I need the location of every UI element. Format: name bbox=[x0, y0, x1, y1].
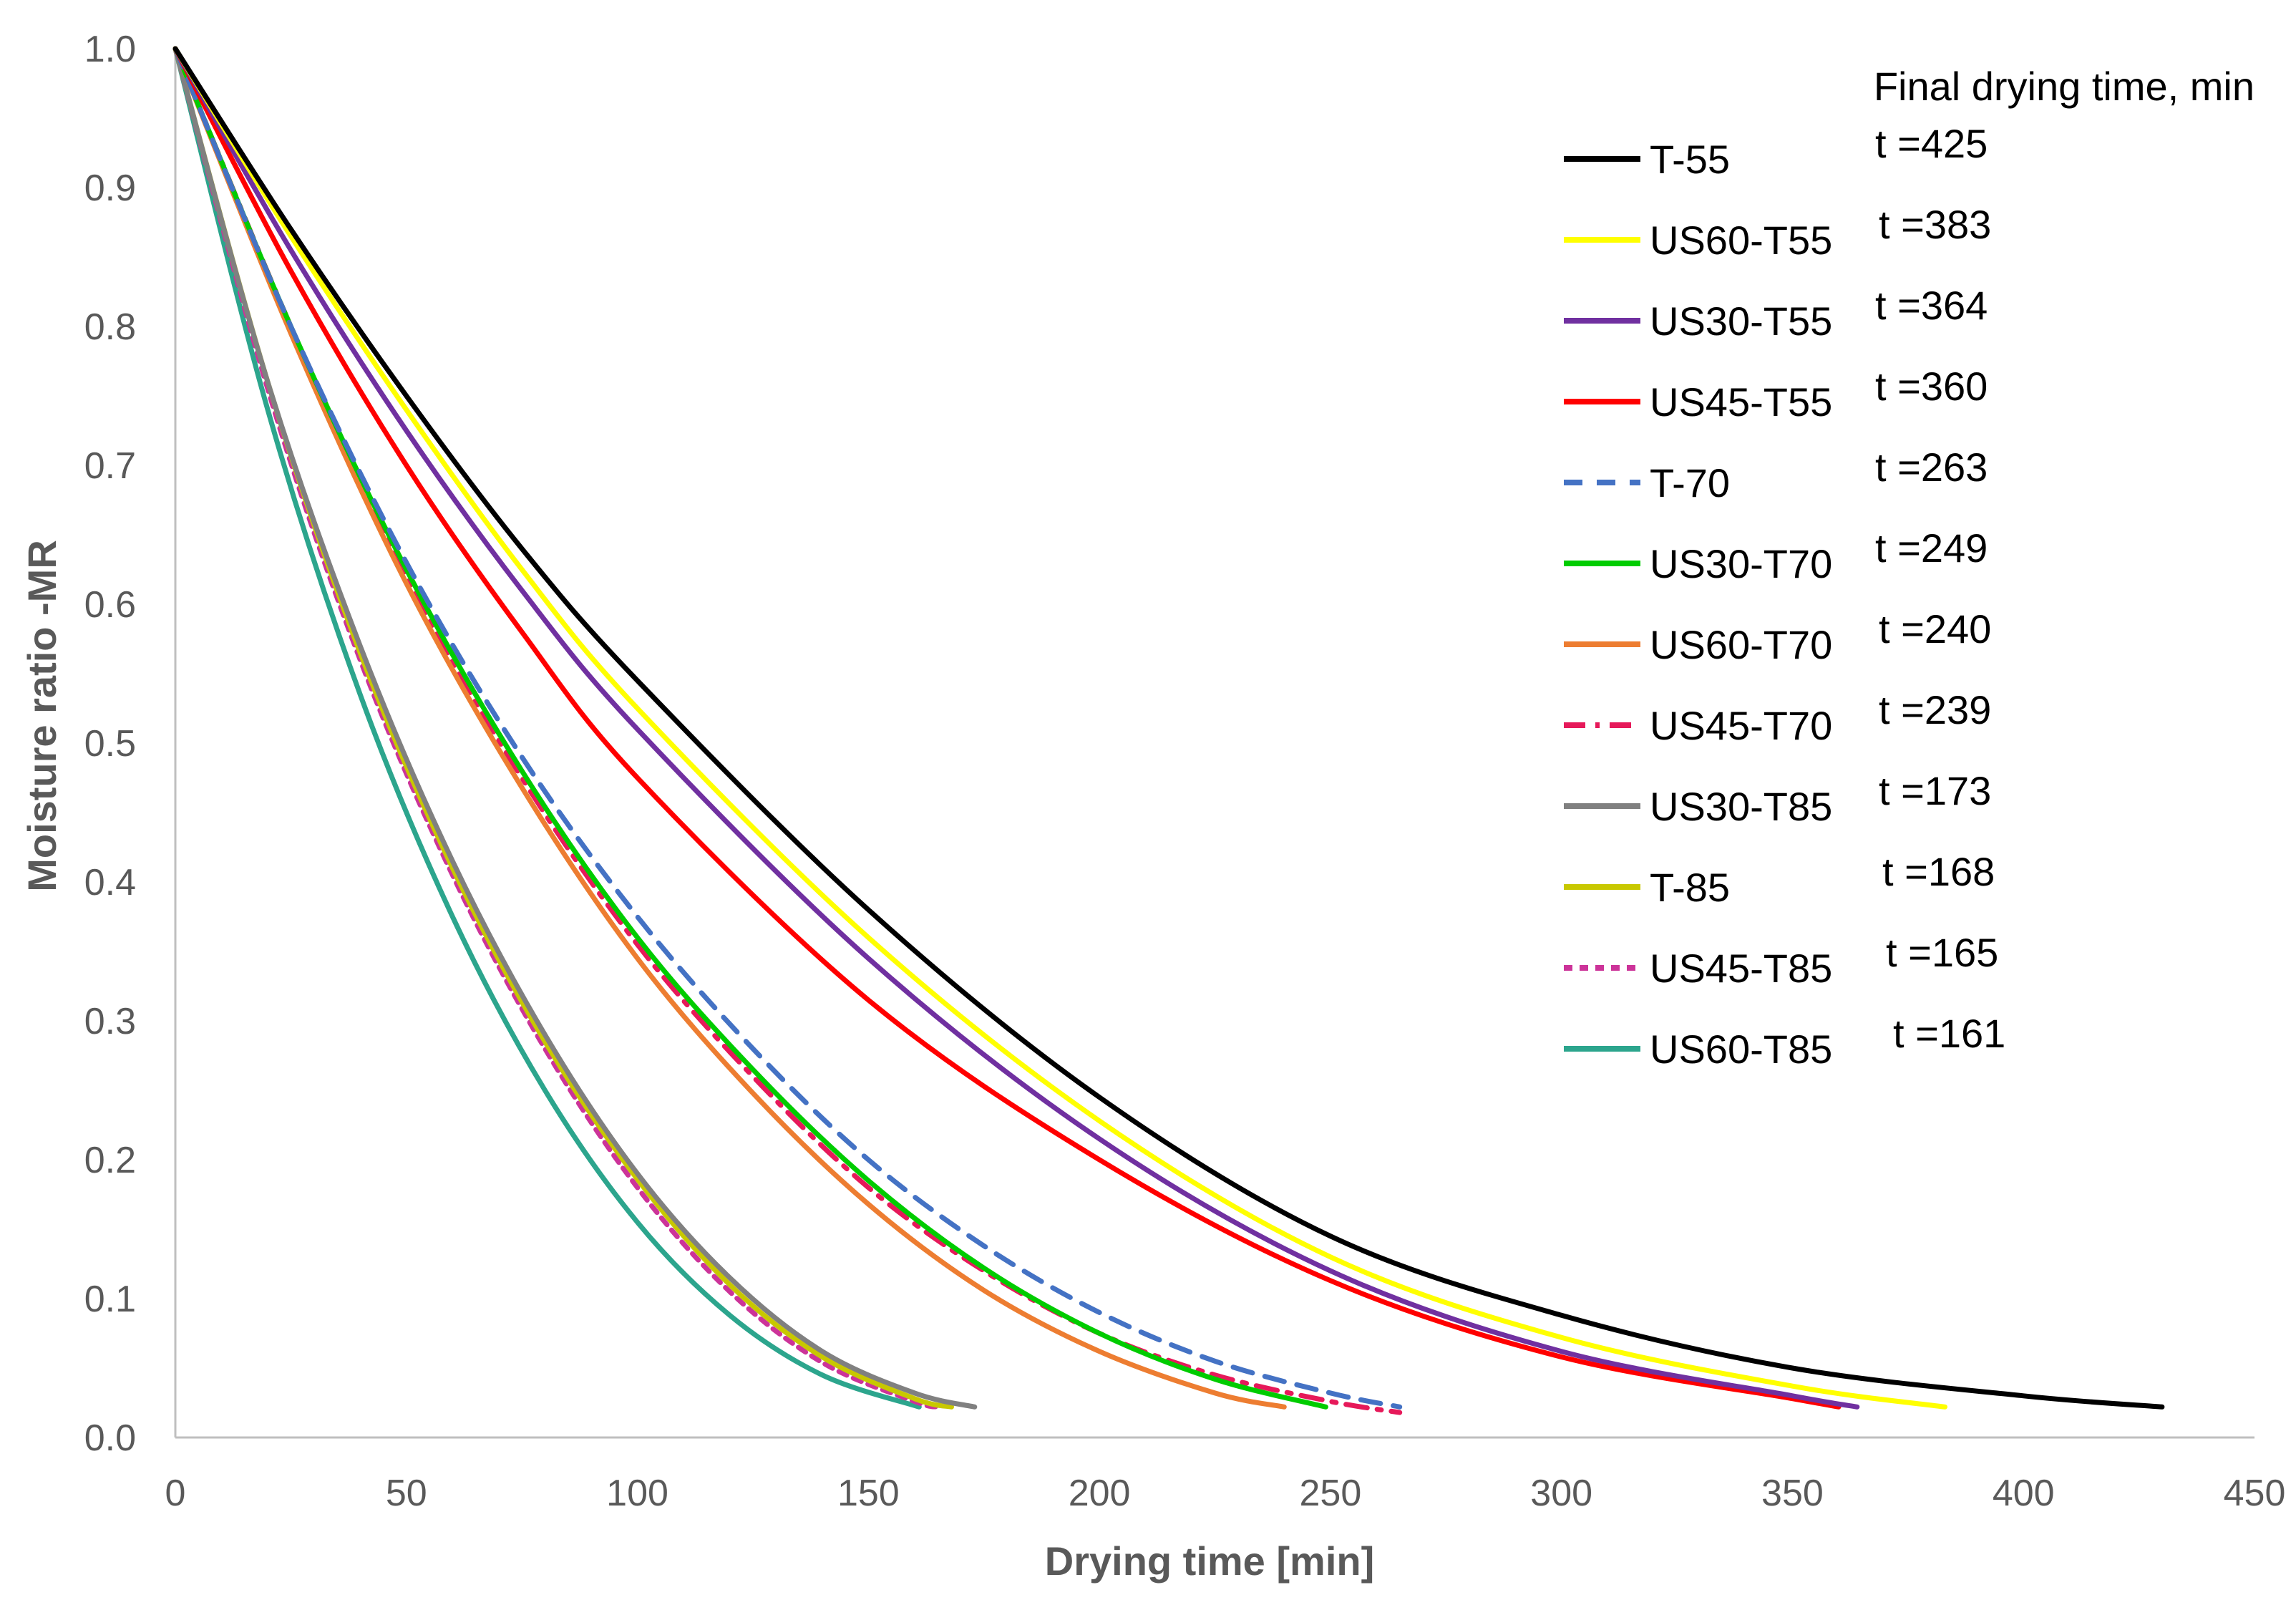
legend: Final drying time, min T-55 t =425 US60-T55… bbox=[1564, 64, 2254, 1072]
y-tick-label: 1.0 bbox=[84, 29, 136, 70]
legend-label-us30-t55: US30-T55 bbox=[1650, 299, 1832, 344]
legend-final-time-t-85: t =168 bbox=[1882, 849, 1995, 894]
series-line-us60-t55 bbox=[172, 46, 1947, 1410]
series-line-t-70 bbox=[172, 46, 1403, 1410]
series-line-us30-t70 bbox=[172, 46, 1328, 1410]
legend-final-time-us30-t85: t =173 bbox=[1879, 768, 1991, 813]
legend-label-us45-t85: US45-T85 bbox=[1650, 946, 1832, 991]
series-line-t-55 bbox=[172, 46, 2165, 1410]
legend-final-time-us60-t55: t =383 bbox=[1879, 202, 1991, 247]
x-axis-title: Drying time [min] bbox=[1045, 1538, 1374, 1584]
series-line-us30-t55 bbox=[172, 46, 1860, 1410]
legend-label-us45-t70: US45-T70 bbox=[1650, 703, 1832, 748]
x-tick-label: 450 bbox=[2224, 1473, 2286, 1514]
legend-label-us60-t70: US60-T70 bbox=[1650, 622, 1832, 667]
legend-label-us30-t85: US30-T85 bbox=[1650, 784, 1832, 829]
legend-label-us60-t55: US60-T55 bbox=[1650, 218, 1832, 263]
legend-label-us45-t55: US45-T55 bbox=[1650, 379, 1832, 425]
series-line-us45-t70 bbox=[172, 46, 1403, 1415]
x-tick-label: 400 bbox=[1993, 1473, 2055, 1514]
x-tick-label: 350 bbox=[1761, 1473, 1824, 1514]
series-line-us30-t85 bbox=[172, 46, 978, 1410]
legend-final-time-t-70: t =263 bbox=[1875, 445, 1988, 490]
y-tick-label: 0.5 bbox=[84, 723, 136, 765]
x-tick-label: 150 bbox=[837, 1473, 900, 1514]
legend-title: Final drying time, min bbox=[1874, 64, 2254, 109]
legend-label-us60-t85: US60-T85 bbox=[1650, 1027, 1832, 1072]
x-tick-label: 300 bbox=[1530, 1473, 1592, 1514]
legend-final-time-us60-t70: t =240 bbox=[1879, 606, 1991, 651]
series-line-us45-t55 bbox=[172, 46, 1842, 1410]
y-tick-label: 0.4 bbox=[84, 862, 136, 903]
series-line-us60-t85 bbox=[172, 46, 922, 1410]
y-tick-label: 0.1 bbox=[84, 1279, 136, 1320]
legend-final-time-us45-t85: t =165 bbox=[1886, 930, 1998, 975]
legend-final-time-us45-t55: t =360 bbox=[1875, 364, 1988, 409]
series-line-us60-t70 bbox=[172, 46, 1287, 1410]
legend-final-time-us30-t55: t =364 bbox=[1875, 283, 1988, 328]
legend-label-t-85: T-85 bbox=[1650, 865, 1730, 910]
legend-final-time-us45-t70: t =239 bbox=[1879, 687, 1991, 732]
legend-final-time-t-55: t =425 bbox=[1875, 121, 1988, 166]
y-tick-label: 0.3 bbox=[84, 1001, 136, 1042]
legend-final-time-us30-t70: t =249 bbox=[1875, 525, 1988, 571]
legend-label-t-70: T-70 bbox=[1650, 460, 1730, 505]
x-tick-label: 0 bbox=[165, 1473, 186, 1514]
y-tick-label: 0.2 bbox=[84, 1140, 136, 1181]
axes: 0 50 100 150 200 250 300 350 400 450 0.0 0.1 0.2 0.3 0… bbox=[84, 29, 2286, 1514]
series-lines bbox=[172, 46, 2165, 1415]
x-tick-label: 200 bbox=[1069, 1473, 1131, 1514]
y-tick-label: 0.0 bbox=[84, 1417, 136, 1459]
y-tick-label: 0.9 bbox=[84, 168, 136, 209]
legend-label-t-55: T-55 bbox=[1650, 137, 1730, 182]
x-tick-label: 250 bbox=[1300, 1473, 1362, 1514]
legend-final-time-us60-t85: t =161 bbox=[1893, 1011, 2005, 1056]
x-tick-label: 50 bbox=[386, 1473, 427, 1514]
y-tick-label: 0.6 bbox=[84, 584, 136, 626]
y-tick-label: 0.7 bbox=[84, 445, 136, 487]
y-axis-title: Moisture ratio -MR bbox=[19, 540, 64, 892]
y-tick-label: 0.8 bbox=[84, 306, 136, 348]
legend-label-us30-t70: US30-T70 bbox=[1650, 541, 1832, 586]
x-tick-label: 100 bbox=[606, 1473, 668, 1514]
